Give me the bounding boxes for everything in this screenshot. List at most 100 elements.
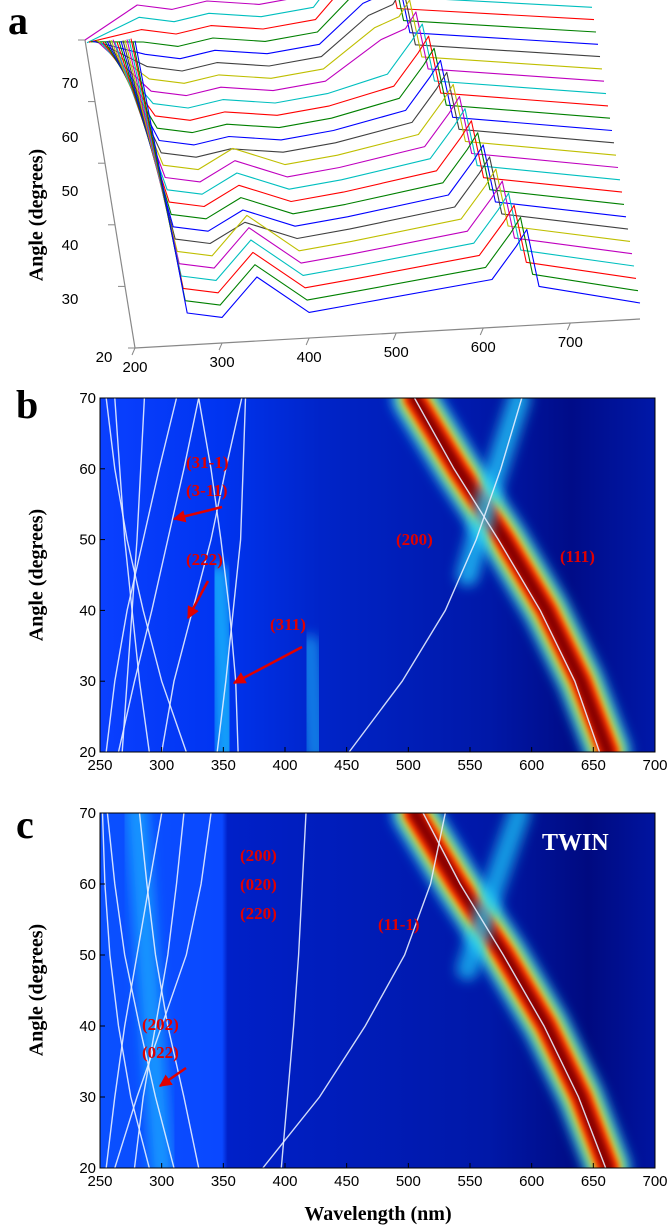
x-tick-label: 550: [457, 1173, 482, 1190]
y-tick-label: 50: [79, 532, 96, 549]
calculated-lines: [105, 398, 601, 752]
calculated-lines: [101, 813, 607, 1168]
y-tick-label: 20: [79, 1160, 96, 1177]
spectrum: [104, 41, 611, 134]
x-tick-label: 600: [471, 339, 496, 356]
y-tick-label: 40: [79, 1018, 96, 1035]
annotation: (200): [240, 846, 277, 865]
curves: [84, 0, 641, 318]
x-axis-label: Wavelength (nm): [304, 1203, 451, 1225]
spectrum: [122, 40, 629, 245]
spectrum: [96, 0, 603, 84]
spectrum: [86, 0, 593, 44]
x-tick-label: 350: [211, 757, 236, 774]
x-tick-label: 700: [642, 1173, 667, 1190]
y-tick-label: 70: [79, 390, 96, 407]
y-tick-label: 50: [62, 183, 79, 200]
ridge: [456, 398, 531, 586]
dispersion-line: [348, 398, 523, 752]
spectrum: [94, 0, 601, 72]
ridges: [150, 398, 631, 752]
x-tick-label: 300: [149, 757, 174, 774]
y-axis-label: Angle (degrees): [26, 149, 48, 281]
x-axis: [134, 318, 641, 349]
ridge: [408, 813, 615, 1168]
spectrum: [92, 0, 599, 60]
dispersion-line: [198, 398, 239, 752]
dispersion-line: [117, 398, 200, 752]
y-tick-label: 60: [62, 129, 79, 146]
dispersion-line: [216, 398, 247, 752]
x-tick-label: 500: [396, 1173, 421, 1190]
y-tick-label: 20: [96, 349, 113, 366]
x-tick: [566, 322, 571, 331]
annotation: (202): [142, 1015, 179, 1034]
annotation: (3-11): [186, 481, 228, 500]
y-tick-label: 30: [62, 291, 79, 308]
dispersion-line: [422, 813, 607, 1168]
dispersion-line: [114, 398, 150, 752]
spectrum: [98, 11, 605, 97]
dispersion-line: [105, 813, 163, 1168]
dispersion-line: [121, 398, 146, 752]
spectrum: [106, 40, 613, 146]
y-axis-label: Angle (degrees): [26, 509, 48, 641]
panel-label: c: [16, 802, 34, 847]
spectrum: [102, 35, 609, 121]
spectrum: [134, 40, 641, 318]
annotation: (222): [186, 550, 223, 569]
waterfall-axes: 200 300 400 500 600 700 20 30 40 50 60 70: [62, 39, 641, 376]
arrow: [172, 505, 223, 523]
spectrum: [120, 40, 627, 232]
dispersion-line: [161, 398, 243, 752]
x-tick-label: 700: [642, 757, 667, 774]
x-tick-label: 600: [519, 757, 544, 774]
spectrum: [128, 38, 635, 281]
x-tick: [218, 342, 223, 351]
y-tick-label: 30: [79, 1089, 96, 1106]
x-tick: [131, 347, 136, 356]
arrow: [158, 1066, 187, 1088]
ridge: [126, 813, 173, 1168]
plots: 200 300 400 500 600 700 20 30 40 50 60 70 250 300 350 4…: [62, 0, 668, 1190]
ridge: [408, 398, 615, 752]
spectrum: [84, 0, 287, 41]
x-tick-label: 300: [210, 354, 235, 371]
x-tick-label: 450: [334, 757, 359, 774]
arrow: [232, 645, 303, 685]
plot-frame: [99, 812, 656, 1169]
spectrum: [108, 40, 615, 158]
plot-frame: [99, 397, 656, 753]
ridges: [126, 813, 631, 1168]
y-tick-label: 50: [79, 947, 96, 964]
spectrum: [124, 39, 631, 257]
y-axis-label: Angle (degrees): [26, 924, 48, 1056]
spectrum: [118, 41, 625, 220]
x-tick-label: 400: [272, 757, 297, 774]
spectrum: [114, 42, 621, 195]
spectrum: [116, 41, 623, 208]
x-tick-label: 450: [334, 1173, 359, 1190]
spectrum: [90, 0, 597, 47]
y-tick-label: 70: [79, 805, 96, 822]
x-tick: [305, 337, 310, 346]
y-tick-label: 60: [79, 461, 96, 478]
spectrum: [126, 39, 633, 269]
annotation: (311): [270, 615, 306, 634]
dispersion-line: [106, 813, 175, 1168]
x-tick-label: 250: [87, 1173, 112, 1190]
x-tick-label: 500: [396, 757, 421, 774]
x-tick-label: 600: [519, 1173, 544, 1190]
y-tick-label: 60: [79, 876, 96, 893]
arrows: [158, 505, 303, 1088]
ridge: [456, 813, 531, 981]
spectrum: [110, 39, 617, 171]
x-tick-label: 350: [211, 1173, 236, 1190]
dispersion-line: [133, 813, 185, 1168]
x-tick-label: 400: [272, 1173, 297, 1190]
dispersion-line: [262, 813, 446, 1168]
x-tick-label: 700: [558, 334, 583, 351]
panel-label: a: [8, 0, 28, 43]
ridge: [207, 564, 237, 752]
